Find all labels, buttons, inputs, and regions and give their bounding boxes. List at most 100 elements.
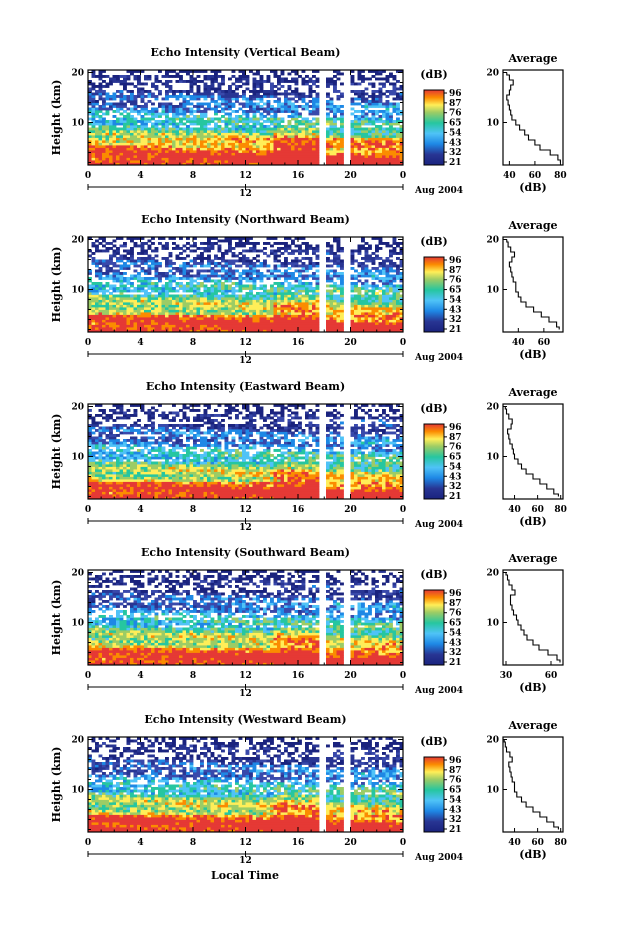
heatmap-cell [133, 314, 138, 318]
heatmap-cell [329, 155, 334, 158]
heatmap-cell [217, 70, 222, 73]
heatmap-cell [207, 157, 211, 161]
heatmap-cell [203, 319, 208, 323]
heatmap-cell [151, 287, 155, 290]
heatmap-cell [242, 259, 246, 263]
heatmap-cell [147, 279, 152, 283]
heatmap-cell [116, 127, 120, 131]
heatmap-cell [112, 284, 117, 288]
heatmap-cell [361, 142, 365, 146]
heatmap-cell [242, 157, 246, 161]
heatmap-cell [315, 277, 320, 280]
heatmap-cell [266, 319, 271, 323]
heatmap-cell [130, 157, 134, 161]
heatmap-cell [291, 239, 295, 243]
heatmap-cell [301, 105, 306, 108]
heatmap-cell [301, 77, 306, 81]
heatmap-cell [130, 239, 134, 243]
heatmap-cell [221, 100, 225, 103]
heatmap-cell [340, 82, 344, 86]
heatmap-cell [161, 244, 166, 248]
heatmap-cell [140, 115, 145, 118]
heatmap-cell [382, 262, 386, 265]
heatmap-cell [189, 122, 194, 126]
heatmap-cell [112, 322, 117, 325]
heatmap-cell [182, 152, 187, 156]
heatmap-cell [308, 157, 313, 161]
heatmap-cell [175, 294, 180, 298]
heatmap-cell [221, 160, 225, 163]
heatmap-cell [378, 279, 383, 283]
heatmap-cell [158, 289, 162, 293]
heatmap-cell [207, 287, 211, 290]
heatmap-cell [196, 282, 201, 285]
heatmap-cell [102, 284, 106, 288]
heatmap-cell [119, 135, 124, 138]
heatmap-cell [301, 312, 306, 315]
heatmap-cell [329, 327, 334, 330]
heatmap-cell [308, 262, 313, 265]
heatmap-cell [231, 254, 236, 258]
heatmap-cell [298, 249, 302, 253]
heatmap-cell [95, 292, 99, 295]
heatmap-cell [95, 287, 99, 290]
heatmap-cell [266, 294, 271, 298]
heatmap-cell [266, 237, 271, 240]
heatmap-cell [301, 122, 306, 126]
heatmap-cell [116, 107, 120, 111]
colorbar-tick-label: 65 [449, 119, 462, 129]
heatmap-cell [144, 282, 148, 285]
heatmap-cell [308, 267, 313, 270]
heatmap-cell [224, 125, 229, 128]
heatmap-cell [109, 274, 113, 278]
heatmap-cell [238, 277, 243, 280]
heatmap-cell [364, 329, 369, 333]
heatmap-cell [126, 137, 131, 141]
heatmap-cell [277, 80, 281, 83]
heatmap-cell [259, 274, 264, 278]
heatmap-cell [280, 294, 285, 298]
heatmap-cell [217, 147, 222, 151]
heatmap-cell [340, 304, 344, 308]
heatmap-cell [231, 122, 236, 126]
heatmap-cell [175, 327, 180, 330]
heatmap-cell [179, 322, 183, 325]
heatmap-cell [375, 314, 379, 318]
heatmap-cell [364, 120, 369, 123]
heatmap-cell [133, 95, 138, 98]
heatmap-cell [137, 90, 141, 93]
heatmap-cell [228, 297, 232, 300]
heatmap-cell [189, 82, 194, 86]
heatmap-cell [91, 107, 96, 111]
heatmap-cell [235, 314, 239, 318]
heatmap-cell [256, 162, 260, 166]
heatmap-cell [350, 142, 355, 146]
heatmap-cell [175, 132, 180, 136]
heatmap-cell [238, 130, 243, 133]
heatmap-cell [207, 242, 211, 245]
heatmap-cell [203, 85, 208, 88]
heatmap-cell [364, 324, 369, 328]
heatmap-cell [165, 160, 169, 163]
heatmap-cell [382, 147, 386, 151]
heatmap-cell [196, 269, 201, 273]
heatmap-cell [214, 284, 218, 288]
heatmap-cell [392, 105, 397, 108]
heatmap-cell [291, 272, 295, 275]
heatmap-cell [147, 147, 152, 151]
heatmap-cell [294, 95, 299, 98]
heatmap-cell [200, 329, 204, 333]
heatmap-cell [249, 242, 253, 245]
heatmap-cell [375, 100, 379, 103]
heatmap-cell [151, 327, 155, 330]
heatmap-cell [333, 302, 337, 305]
heatmap-cell [88, 152, 92, 156]
heatmap-cell [326, 135, 330, 138]
heatmap-cell [371, 115, 376, 118]
heatmap-cell [259, 105, 264, 108]
heatmap-cell [385, 135, 390, 138]
heatmap-cell [119, 75, 124, 78]
heatmap-cell [158, 102, 162, 106]
heatmap-cell [91, 140, 96, 143]
heatmap-cell [326, 85, 330, 88]
